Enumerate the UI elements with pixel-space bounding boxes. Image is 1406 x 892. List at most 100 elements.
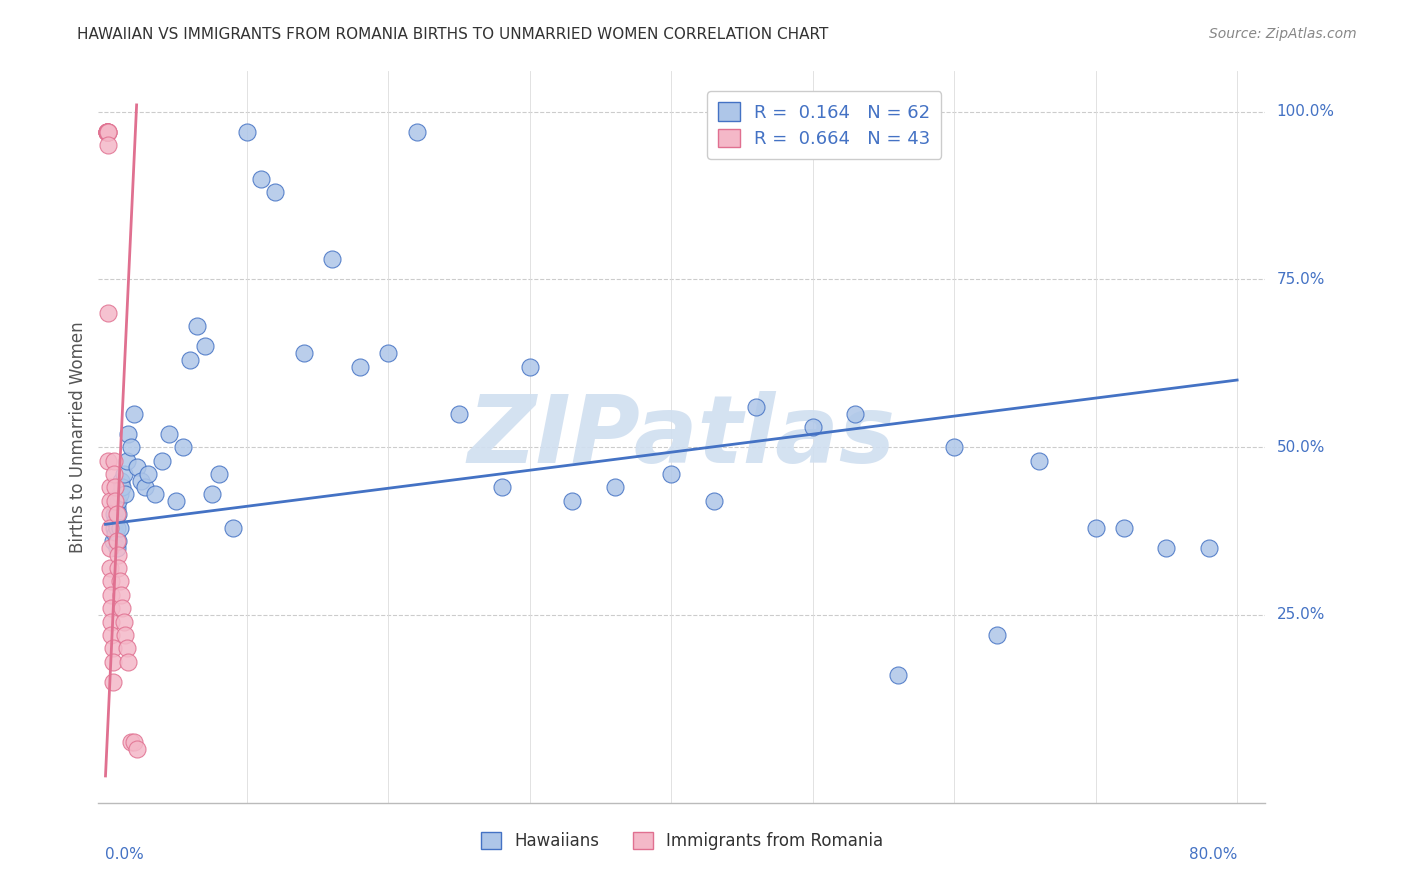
Point (449, 407, 471, 421)
Point (100, 574, 122, 589)
Text: 50.0%: 50.0% (1277, 440, 1324, 455)
Point (100, 588, 122, 602)
Point (186, 319, 208, 334)
Point (97, 125, 120, 139)
Point (114, 628, 136, 642)
Point (98, 493, 121, 508)
Point (561, 493, 583, 508)
Point (114, 487, 136, 501)
Point (108, 521, 131, 535)
Point (105, 500, 128, 515)
Point (117, 655, 139, 669)
Point (105, 508, 128, 522)
Point (101, 534, 124, 549)
Point (222, 521, 245, 535)
Point (110, 474, 132, 488)
Point (236, 125, 259, 139)
Point (1156, 541, 1178, 555)
Point (264, 185, 287, 199)
Point (96, 125, 118, 139)
Point (96, 125, 118, 139)
Text: 0.0%: 0.0% (105, 847, 145, 862)
Point (103, 508, 125, 522)
Point (107, 548, 129, 562)
Point (97, 125, 120, 139)
Point (125, 742, 148, 756)
Point (97, 138, 120, 153)
Point (349, 359, 371, 374)
Point (104, 514, 127, 528)
Text: 100.0%: 100.0% (1277, 104, 1334, 120)
Point (98, 508, 121, 522)
Point (703, 493, 725, 508)
Point (122, 735, 145, 749)
Point (103, 453, 125, 467)
Point (745, 400, 768, 414)
Point (104, 493, 127, 508)
Point (519, 359, 541, 374)
Point (157, 426, 180, 441)
Point (120, 735, 142, 749)
Point (321, 252, 343, 267)
Point (97, 453, 120, 467)
Point (377, 346, 399, 360)
Point (107, 493, 129, 508)
Point (117, 426, 139, 441)
Point (208, 467, 231, 481)
Point (125, 460, 148, 475)
Text: ZIPatlas: ZIPatlas (468, 391, 896, 483)
Point (101, 655, 124, 669)
Point (105, 541, 128, 555)
Point (405, 125, 427, 139)
Point (98, 521, 121, 535)
Point (150, 453, 173, 467)
Point (172, 440, 194, 454)
Point (292, 346, 315, 360)
Point (96, 125, 118, 139)
Y-axis label: Births to Unmarried Women: Births to Unmarried Women (69, 321, 87, 553)
Point (179, 352, 201, 367)
Point (112, 615, 135, 629)
Point (103, 521, 125, 535)
Point (134, 480, 156, 494)
Point (193, 339, 215, 353)
Point (250, 171, 273, 186)
Point (111, 601, 134, 615)
Point (96, 125, 118, 139)
Point (986, 628, 1008, 642)
Point (1028, 453, 1050, 467)
Point (104, 527, 127, 541)
Point (801, 420, 824, 434)
Point (107, 508, 129, 522)
Point (165, 493, 187, 508)
Point (98, 541, 121, 555)
Point (108, 487, 131, 501)
Point (107, 534, 129, 549)
Point (200, 487, 222, 501)
Text: 25.0%: 25.0% (1277, 607, 1324, 623)
Point (107, 561, 129, 575)
Point (100, 601, 122, 615)
Text: 80.0%: 80.0% (1188, 847, 1237, 862)
Point (108, 574, 131, 589)
Point (103, 467, 125, 481)
Point (1198, 541, 1220, 555)
Point (104, 480, 127, 494)
Text: 75.0%: 75.0% (1277, 272, 1324, 287)
Point (115, 641, 138, 656)
Point (886, 668, 908, 682)
Point (105, 521, 128, 535)
Point (115, 453, 138, 467)
Point (105, 534, 128, 549)
Point (98, 561, 121, 575)
Point (143, 487, 166, 501)
Point (100, 628, 122, 642)
Point (97, 125, 120, 139)
Point (101, 675, 124, 690)
Point (491, 480, 513, 494)
Point (1084, 521, 1107, 535)
Point (1112, 521, 1135, 535)
Point (603, 480, 626, 494)
Text: HAWAIIAN VS IMMIGRANTS FROM ROMANIA BIRTHS TO UNMARRIED WOMEN CORRELATION CHART: HAWAIIAN VS IMMIGRANTS FROM ROMANIA BIRT… (77, 27, 828, 42)
Point (943, 440, 966, 454)
